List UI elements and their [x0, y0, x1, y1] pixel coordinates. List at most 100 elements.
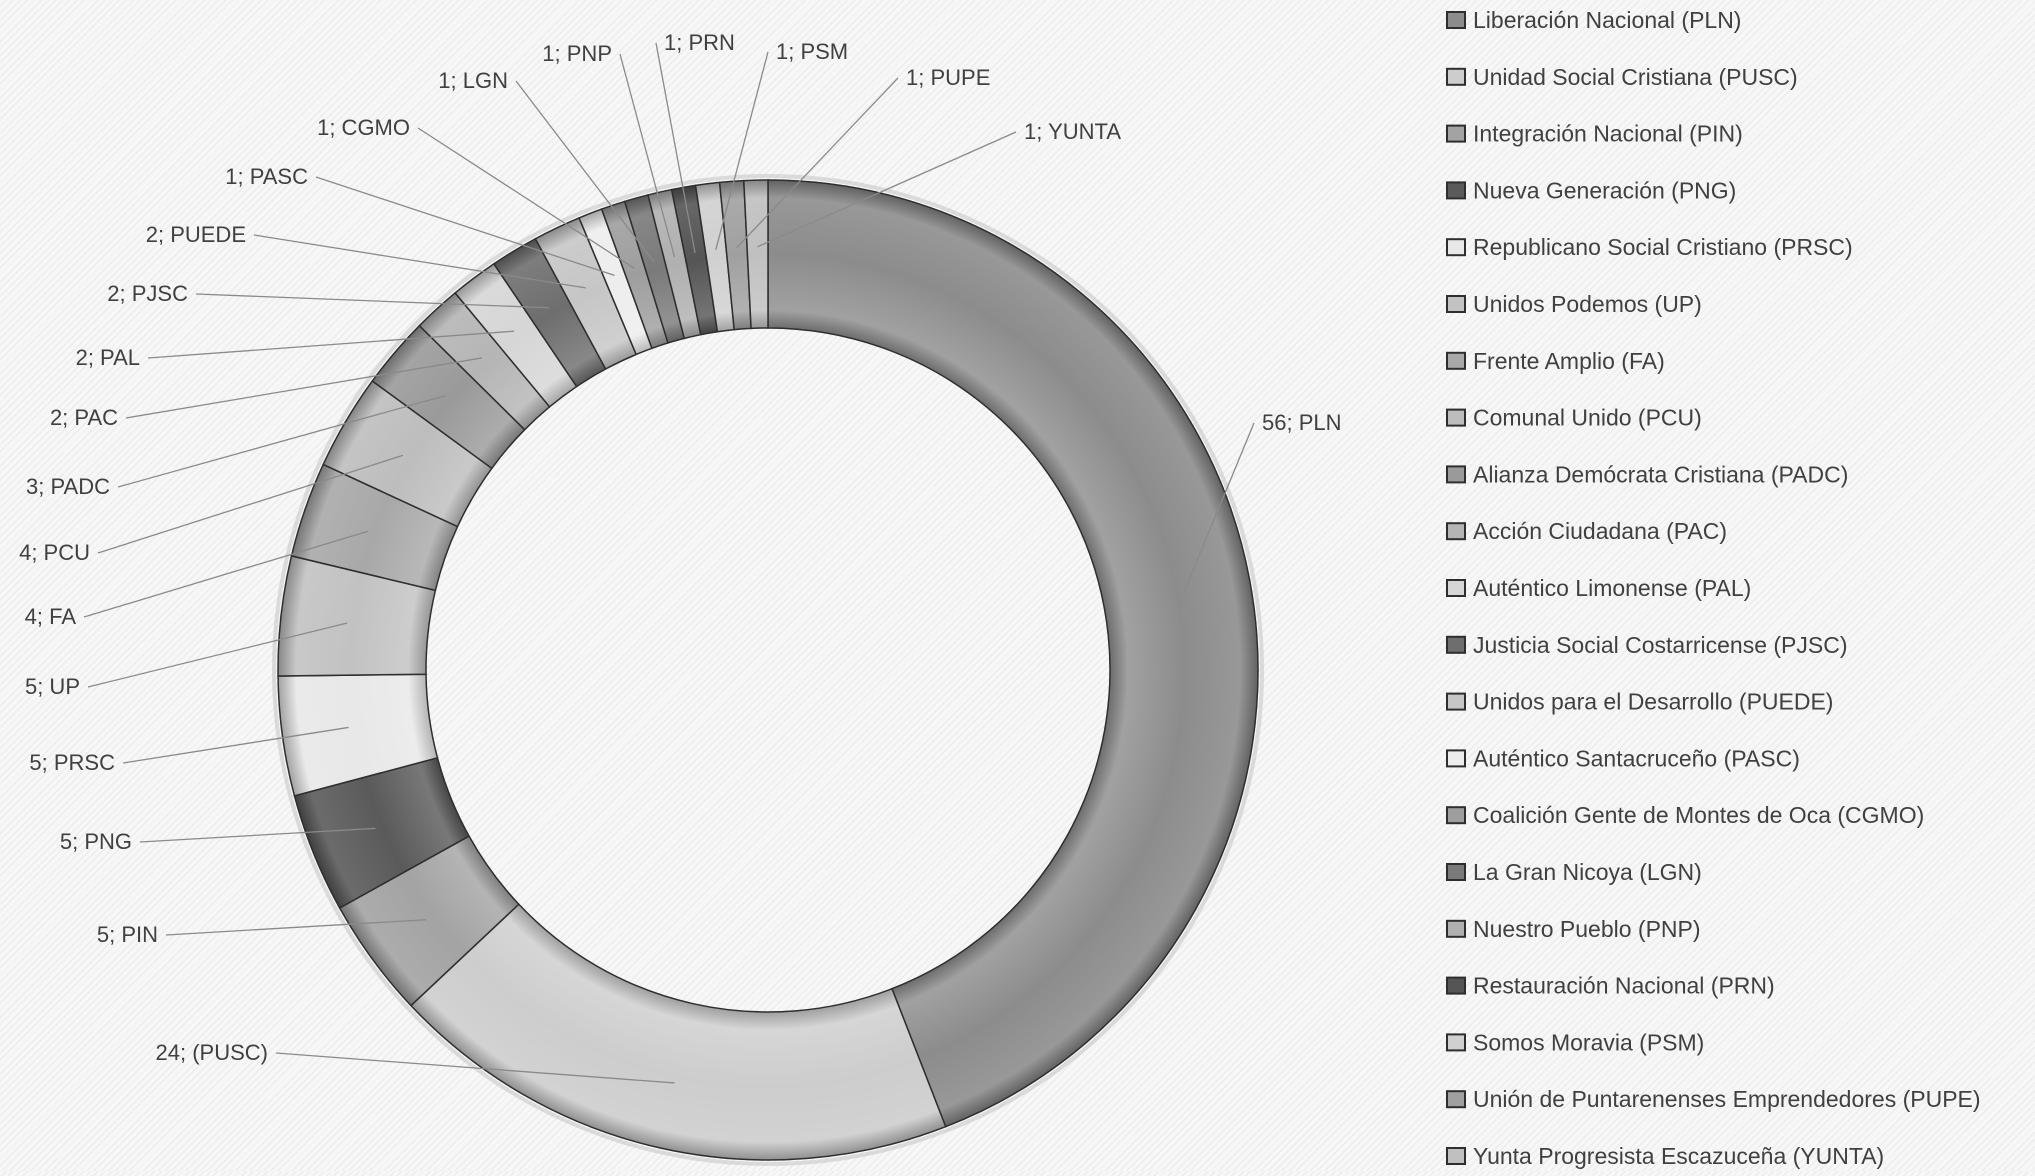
legend-item-psm: Somos Moravia (PSM)	[1446, 1029, 1704, 1055]
slice-yunta	[742, 179, 769, 330]
data-label-pac: 2; PAC	[50, 405, 118, 430]
leader-line-pal	[147, 330, 515, 359]
data-label-cgmo: 1; CGMO	[317, 115, 410, 140]
data-label-pjsc: 2; PJSC	[107, 281, 188, 306]
slices-layer	[272, 174, 1264, 1166]
data-label-png: 5; PNG	[60, 829, 132, 854]
legend-item-padc: Alianza Demócrata Cristiana (PADC)	[1446, 461, 1848, 487]
legend-item-lgn: La Gran Nicoya (LGN)	[1446, 859, 1702, 885]
leader-line-prsc	[122, 726, 349, 764]
leader-line-prn	[655, 42, 696, 254]
data-label-yunta: 1; YUNTA	[1024, 119, 1121, 144]
leader-line-pln	[1183, 422, 1255, 593]
legend-swatch	[1446, 465, 1466, 484]
legend-swatch	[1446, 351, 1466, 370]
legend-swatch	[1446, 1033, 1466, 1052]
legend-swatch	[1446, 295, 1466, 313]
legend-label: Unión de Puntarenenses Emprendedores (PU…	[1473, 1086, 1981, 1112]
data-label-pnp: 1; PNP	[542, 41, 612, 66]
legend-label: Coalición Gente de Montes de Oca (CGMO)	[1473, 802, 1924, 828]
legend-item-puede: Unidos para el Desarrollo (PUEDE)	[1446, 689, 1833, 715]
legend-swatch	[1446, 124, 1466, 143]
data-labels-layer: 56; PLN 24; (PUSC) 5; PIN 5; PNG 5; PRSC 5; U…	[19, 30, 1341, 1065]
legend-item-pac: Acción Ciudadana (PAC)	[1446, 518, 1727, 544]
legend-swatch	[1446, 522, 1466, 541]
legend: Liberación Nacional (PLN) Unidad Social C…	[1446, 7, 1981, 1169]
data-label-prsc: 5; PRSC	[29, 750, 115, 775]
legend-swatch	[1446, 67, 1466, 86]
leader-line-pusc	[275, 1052, 675, 1084]
data-label-lgn: 1; LGN	[438, 68, 508, 93]
slice-pln	[767, 179, 1259, 1128]
data-label-pal: 2; PAL	[76, 345, 140, 370]
legend-label: Auténtico Limonense (PAL)	[1473, 575, 1751, 601]
slice-pusc	[409, 903, 947, 1161]
legend-item-prn: Restauración Nacional (PRN)	[1446, 973, 1775, 999]
leader-line-fa	[83, 530, 369, 618]
data-label-pcu: 4; PCU	[19, 540, 90, 565]
legend-swatch	[1446, 1147, 1466, 1165]
leader-line-pac	[125, 357, 482, 419]
legend-item-pal: Auténtico Limonense (PAL)	[1446, 575, 1751, 601]
legend-label: La Gran Nicoya (LGN)	[1473, 859, 1702, 885]
legend-item-png: Nueva Generación (PNG)	[1446, 177, 1736, 203]
legend-swatch	[1446, 749, 1466, 768]
data-label-puede: 2; PUEDE	[146, 222, 246, 247]
data-label-fa: 4; FA	[25, 604, 77, 629]
data-label-psm: 1; PSM	[776, 39, 848, 64]
data-label-prn: 1; PRN	[664, 30, 735, 55]
legend-label: Unidad Social Cristiana (PUSC)	[1473, 64, 1798, 90]
leader-line-pupe	[736, 77, 899, 249]
legend-item-pln: Liberación Nacional (PLN)	[1446, 7, 1741, 33]
leader-line-pasc	[315, 176, 615, 277]
legend-swatch	[1446, 238, 1466, 257]
leader-line-pin	[165, 919, 427, 936]
legend-item-pjsc: Justicia Social Costarricense (PJSC)	[1446, 632, 1848, 658]
legend-swatch	[1446, 11, 1466, 29]
leader-line-png	[139, 827, 376, 843]
data-label-pin: 5; PIN	[97, 922, 158, 947]
data-label-pupe: 1; PUPE	[906, 65, 990, 90]
data-label-pasc: 1; PASC	[225, 164, 308, 189]
legend-swatch	[1446, 408, 1466, 427]
legend-label: Unidos para el Desarrollo (PUEDE)	[1473, 689, 1833, 715]
legend-item-pnp: Nuestro Pueblo (PNP)	[1446, 916, 1701, 942]
leader-lines-layer	[83, 42, 1255, 1084]
leader-line-lgn	[515, 80, 655, 263]
leader-line-puede	[253, 234, 586, 289]
leader-line-cgmo	[417, 127, 635, 269]
leader-line-pjsc	[195, 293, 549, 309]
legend-item-pcu: Comunal Unido (PCU)	[1446, 405, 1702, 431]
legend-item-yunta: Yunta Progresista Escazuceña (YUNTA)	[1446, 1143, 1884, 1169]
leader-line-pcu	[97, 454, 404, 554]
legend-label: Unidos Podemos (UP)	[1473, 291, 1702, 317]
legend-item-pin: Integración Nacional (PIN)	[1446, 121, 1743, 147]
legend-label: Integración Nacional (PIN)	[1473, 121, 1743, 147]
legend-swatch	[1446, 806, 1466, 825]
legend-label: Acción Ciudadana (PAC)	[1473, 518, 1727, 544]
legend-item-fa: Frente Amplio (FA)	[1446, 348, 1665, 374]
legend-label: Yunta Progresista Escazuceña (YUNTA)	[1473, 1143, 1884, 1169]
legend-label: Somos Moravia (PSM)	[1473, 1029, 1704, 1055]
legend-label: Comunal Unido (PCU)	[1473, 405, 1702, 431]
legend-swatch	[1446, 976, 1466, 995]
leader-line-padc	[117, 394, 446, 488]
data-label-up: 5; UP	[25, 674, 80, 699]
legend-label: Liberación Nacional (PLN)	[1473, 7, 1741, 33]
legend-item-pasc: Auténtico Santacruceño (PASC)	[1446, 745, 1800, 771]
legend-swatch	[1446, 1090, 1466, 1109]
leader-line-psm	[715, 51, 769, 251]
legend-label: Justicia Social Costarricense (PJSC)	[1473, 632, 1848, 658]
legend-item-pusc: Unidad Social Cristiana (PUSC)	[1446, 64, 1798, 90]
legend-item-pupe: Unión de Puntarenenses Emprendedores (PU…	[1446, 1086, 1981, 1112]
legend-label: Nuestro Pueblo (PNP)	[1473, 916, 1701, 942]
legend-label: Frente Amplio (FA)	[1473, 348, 1665, 374]
legend-label: Nueva Generación (PNG)	[1473, 177, 1736, 203]
legend-label: Restauración Nacional (PRN)	[1473, 973, 1775, 999]
legend-label: Auténtico Santacruceño (PASC)	[1473, 745, 1800, 771]
legend-swatch	[1446, 919, 1466, 938]
legend-label: Republicano Social Cristiano (PRSC)	[1473, 234, 1853, 260]
legend-item-prsc: Republicano Social Cristiano (PRSC)	[1446, 234, 1853, 260]
